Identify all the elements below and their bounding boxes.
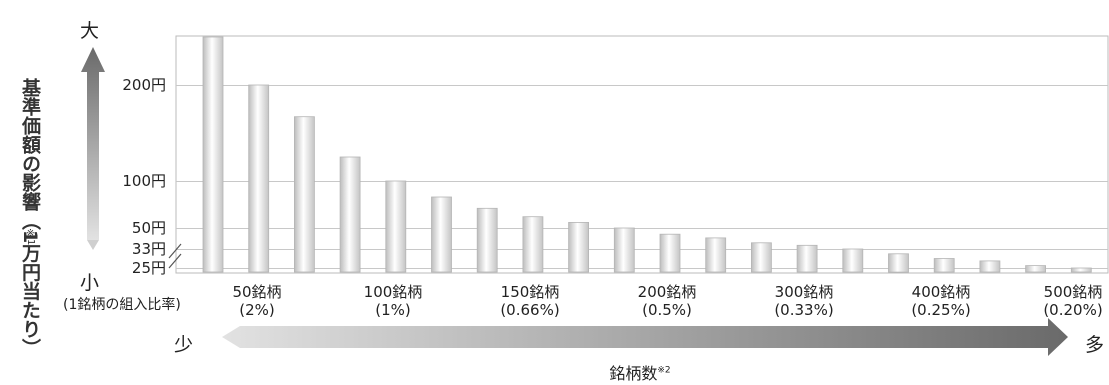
axis-break-mark [168, 243, 182, 259]
y-tick-label: 33円 [131, 240, 166, 258]
y-axis-note: ※1 [25, 228, 36, 246]
y-axis-bottom-label: 小 [80, 272, 100, 294]
bar [522, 216, 544, 273]
bar [659, 233, 681, 273]
bar [1025, 265, 1046, 273]
x-tick-name: 100銘柄 [363, 283, 423, 301]
y-tick-label: 25円 [131, 259, 166, 277]
x-tick-ratio: (0.5%) [642, 301, 692, 319]
bar [476, 207, 498, 273]
x-axis-title: 銘柄数※2 [570, 360, 710, 384]
x-axis-right-label: 多 [1085, 334, 1105, 356]
bar [248, 84, 270, 273]
plot-frame [175, 35, 1109, 274]
bar [339, 156, 361, 273]
bar [842, 248, 864, 273]
x-tick-label: 50銘柄 (2%) [202, 283, 312, 319]
y-tick-label: 50円 [131, 219, 166, 237]
bar [293, 116, 315, 273]
x-tick-ratio: (2%) [239, 301, 275, 319]
x-tick-label: 400銘柄 (0.25%) [886, 283, 996, 319]
x-tick-ratio: (0.33%) [774, 301, 834, 319]
bar [933, 258, 955, 273]
bar [1070, 267, 1092, 273]
bar [705, 237, 727, 273]
x-tick-label: 100銘柄 (1%) [338, 283, 448, 319]
x-tick-ratio: (1%) [375, 301, 411, 319]
x-tick-name: 150銘柄 [500, 283, 560, 301]
axis-break-mark [168, 253, 182, 269]
x-tick-label: 200銘柄 (0.5%) [612, 283, 722, 319]
bar [431, 196, 452, 273]
x-tick-label: 150銘柄 (0.66%) [475, 283, 585, 319]
x-tick-name: 400銘柄 [911, 283, 971, 301]
x-axis-title-note: ※2 [657, 365, 671, 376]
x-tick-name: 500銘柄 [1043, 283, 1103, 301]
y-axis-title: 基準価額の影響（1万円当たり） [19, 78, 41, 358]
y-direction-arrow-tail [87, 240, 99, 250]
x-axis-title-text: 銘柄数 [609, 364, 658, 383]
x-axis-left-label: 少 [174, 334, 194, 356]
x-tick-label: 500銘柄 (0.20%) [1018, 283, 1109, 319]
x-tick-ratio: (0.66%) [500, 301, 560, 319]
bar [568, 221, 589, 273]
bar [751, 242, 772, 273]
bar [796, 244, 818, 273]
x-tick-ratio: (0.20%) [1043, 301, 1103, 319]
x-tick-name: 300銘柄 [774, 283, 834, 301]
y-tick-label: 200円 [122, 76, 166, 94]
y-axis-top-label: 大 [80, 20, 100, 42]
bar [385, 180, 407, 273]
x-tick-ratio: (0.25%) [911, 301, 971, 319]
x-direction-arrow [222, 318, 1068, 356]
y-tick-label: 100円 [122, 172, 166, 190]
x-tick-name: 200銘柄 [637, 283, 697, 301]
x-tick-label: 300銘柄 (0.33%) [749, 283, 859, 319]
x-row-caption: (1銘柄の組入比率) [63, 297, 181, 313]
bar [888, 253, 909, 273]
bar [979, 260, 1001, 273]
bar [613, 227, 635, 273]
y-direction-arrow [81, 47, 105, 240]
bar [202, 36, 224, 273]
x-tick-name: 50銘柄 [232, 283, 282, 301]
